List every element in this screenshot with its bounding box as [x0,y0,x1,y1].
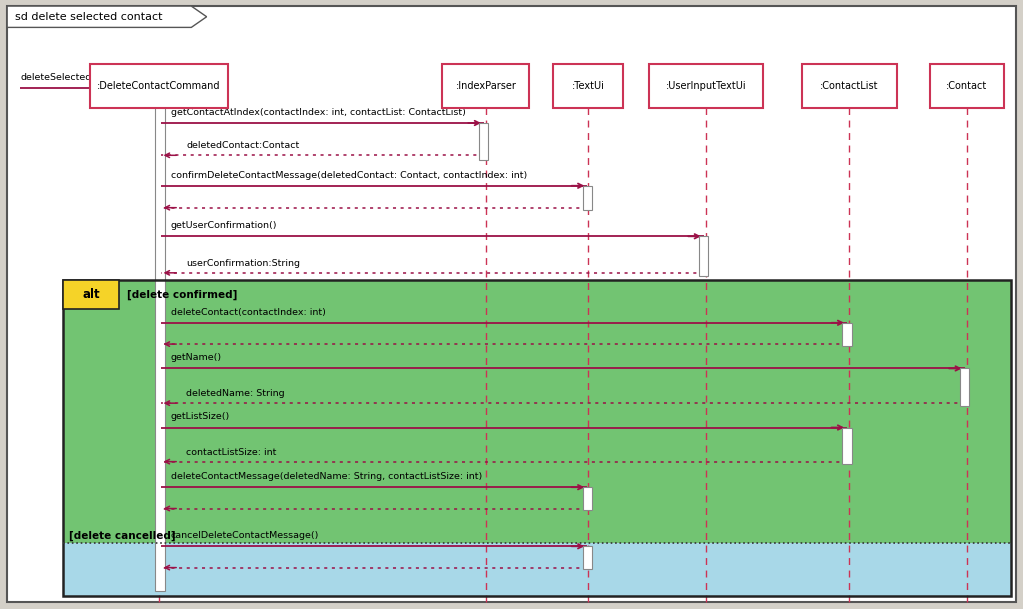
Text: cancelDeleteContactMessage(): cancelDeleteContactMessage() [171,531,319,540]
Bar [583,186,591,210]
Text: getName(): getName() [171,353,222,362]
Text: :TextUi: :TextUi [572,81,605,91]
Text: :DeleteContactCommand: :DeleteContactCommand [97,81,220,91]
Text: :IndexParser: :IndexParser [455,81,517,91]
Text: deletedContact:Contact: deletedContact:Contact [186,141,300,150]
Text: deletedName: String: deletedName: String [186,389,284,398]
Text: deleteSelectedContact(): deleteSelectedContact() [20,73,136,82]
Text: [delete cancelled]: [delete cancelled] [69,531,175,541]
Text: sd delete selected contact: sd delete selected contact [15,12,163,22]
Bar [63,280,1011,543]
Text: getListSize(): getListSize() [171,412,230,421]
Text: confirmDeleteContactMessage(deletedContact: Contact, contactIndex: int): confirmDeleteContactMessage(deletedConta… [171,171,527,180]
Text: :Contact: :Contact [946,81,987,91]
Bar [583,546,591,569]
Bar [649,64,763,108]
Bar [155,80,165,591]
Bar [63,280,119,309]
Text: :UserInputTextUi: :UserInputTextUi [666,81,746,91]
Text: :ContactList: :ContactList [819,81,879,91]
Text: getUserConfirmation(): getUserConfirmation() [171,221,277,230]
Text: deleteContactMessage(deletedName: String, contactListSize: int): deleteContactMessage(deletedName: String… [171,472,482,481]
Polygon shape [7,6,207,27]
Text: deleteContact(contactIndex: int): deleteContact(contactIndex: int) [171,308,325,317]
Text: alt: alt [82,288,100,301]
Bar [960,368,970,406]
Text: getContactAtIndex(contactIndex: int, contactList: ContactList): getContactAtIndex(contactIndex: int, con… [171,108,465,117]
Bar [700,236,708,276]
Bar [583,487,591,510]
Bar [479,123,489,160]
Bar [843,428,851,464]
Bar [63,280,1011,596]
Bar [442,64,530,108]
Text: contactListSize: int: contactListSize: int [186,448,276,457]
Bar [930,64,1004,108]
Bar [90,64,227,108]
Bar [843,323,851,346]
Text: userConfirmation:String: userConfirmation:String [186,259,300,268]
Bar [553,64,623,108]
Bar [802,64,896,108]
Bar [63,543,1011,596]
Text: [delete confirmed]: [delete confirmed] [127,290,237,300]
